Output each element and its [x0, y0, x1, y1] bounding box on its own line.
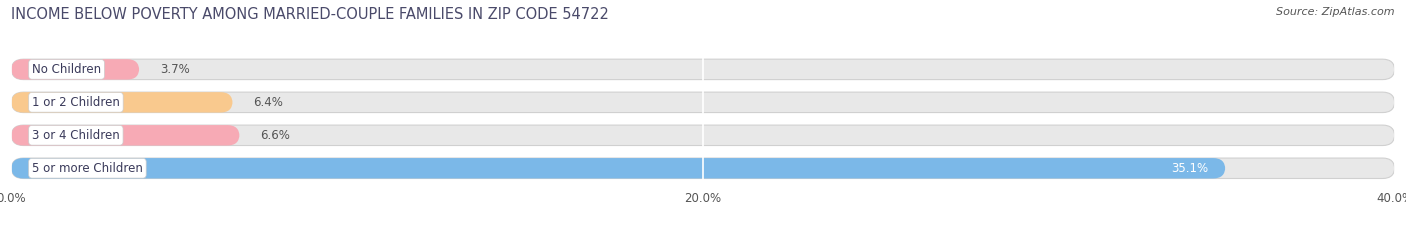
- FancyBboxPatch shape: [11, 125, 1395, 146]
- Text: Source: ZipAtlas.com: Source: ZipAtlas.com: [1277, 7, 1395, 17]
- FancyBboxPatch shape: [11, 92, 1395, 113]
- FancyBboxPatch shape: [11, 158, 1395, 178]
- Text: 35.1%: 35.1%: [1171, 162, 1208, 175]
- FancyBboxPatch shape: [11, 125, 239, 146]
- Text: 6.4%: 6.4%: [253, 96, 283, 109]
- FancyBboxPatch shape: [11, 158, 1225, 178]
- Text: 5 or more Children: 5 or more Children: [32, 162, 143, 175]
- Text: No Children: No Children: [32, 63, 101, 76]
- Text: 1 or 2 Children: 1 or 2 Children: [32, 96, 120, 109]
- Text: INCOME BELOW POVERTY AMONG MARRIED-COUPLE FAMILIES IN ZIP CODE 54722: INCOME BELOW POVERTY AMONG MARRIED-COUPL…: [11, 7, 609, 22]
- FancyBboxPatch shape: [11, 59, 139, 80]
- FancyBboxPatch shape: [11, 92, 232, 113]
- FancyBboxPatch shape: [11, 59, 1395, 80]
- Text: 3 or 4 Children: 3 or 4 Children: [32, 129, 120, 142]
- Text: 6.6%: 6.6%: [260, 129, 290, 142]
- Text: 3.7%: 3.7%: [160, 63, 190, 76]
